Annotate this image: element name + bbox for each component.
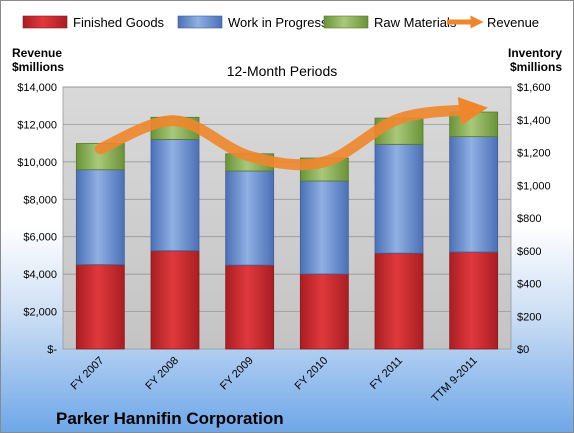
chart-subtitle: 12-Month Periods (227, 63, 338, 79)
right-tick-label: $1,000 (517, 180, 551, 192)
legend-swatch-finished-goods (22, 15, 68, 29)
category-tick-label: FY 2007 (69, 355, 107, 393)
bar-work-in-progress (374, 143, 424, 254)
legend-swatch-raw-materials (323, 15, 369, 29)
left-tick-label: $6,000 (23, 232, 57, 244)
category-tick-label: FY 2010 (293, 355, 331, 393)
left-tick-label: $2,000 (23, 307, 57, 319)
bar-work-in-progress (225, 170, 275, 266)
bar-finished-goods (449, 251, 499, 350)
plot-area (62, 86, 512, 350)
revenue-line (94, 97, 488, 171)
bar-work-in-progress (150, 138, 200, 252)
bar-finished-goods (225, 264, 275, 350)
company-name: Parker Hannifin Corporation (56, 409, 284, 428)
left-tick-label: $8,000 (23, 194, 57, 206)
right-tick-label: $1,600 (517, 82, 551, 94)
bars (75, 111, 499, 350)
right-tick-label: $1,400 (517, 115, 551, 127)
category-axis-ticks: FY 2007 FY 2008 FY 2009 FY 2010 FY 2011 TTM 9… (69, 355, 480, 405)
right-tick-label: $200 (517, 311, 541, 323)
left-axis-title-line2: $millions (12, 60, 64, 74)
right-tick-label: $0 (517, 344, 529, 356)
left-tick-label: $12,000 (17, 119, 57, 131)
left-axis-ticks: $- $2,000 $4,000 $6,000 $8,000 $10,000 $12,000… (17, 82, 57, 356)
bar-work-in-progress (75, 169, 125, 266)
left-tick-label: $4,000 (23, 269, 57, 281)
legend-label-revenue: Revenue (487, 15, 539, 30)
left-tick-label: $14,000 (17, 82, 57, 94)
right-tick-label: $400 (517, 279, 541, 291)
right-tick-label: $600 (517, 246, 541, 258)
category-tick-label: FY 2008 (143, 355, 181, 393)
legend-label-raw-materials: Raw Materials (374, 15, 457, 30)
right-tick-label: $1,200 (517, 148, 551, 160)
legend-label-work-in-progress: Work in Progress (228, 15, 328, 30)
bar-finished-goods (299, 273, 349, 350)
right-axis-ticks: $0 $200 $400 $600 $800 $1,000 $1,200 $1,400 $1,6… (517, 82, 551, 356)
left-tick-label: $- (47, 344, 57, 356)
right-axis-title-line2: $millions (510, 60, 562, 74)
category-tick-label: FY 2009 (218, 355, 256, 393)
left-axis-title-line1: Revenue (12, 46, 62, 60)
right-axis-title-line1: Inventory (508, 46, 562, 60)
bar-finished-goods (75, 264, 125, 350)
bar-work-in-progress (299, 180, 349, 275)
category-tick-label: TTM 9-2011 (430, 355, 480, 405)
revenue-line-path (94, 97, 488, 171)
legend: Finished Goods Work in Progress Raw Mate… (22, 15, 539, 30)
bar-work-in-progress (449, 136, 499, 253)
left-tick-label: $10,000 (17, 157, 57, 169)
bar-finished-goods (150, 250, 200, 350)
bar-finished-goods (374, 252, 424, 350)
legend-label-finished-goods: Finished Goods (73, 15, 165, 30)
right-tick-label: $800 (517, 213, 541, 225)
category-tick-label: FY 2011 (368, 355, 405, 392)
legend-swatch-work-in-progress (177, 15, 223, 29)
